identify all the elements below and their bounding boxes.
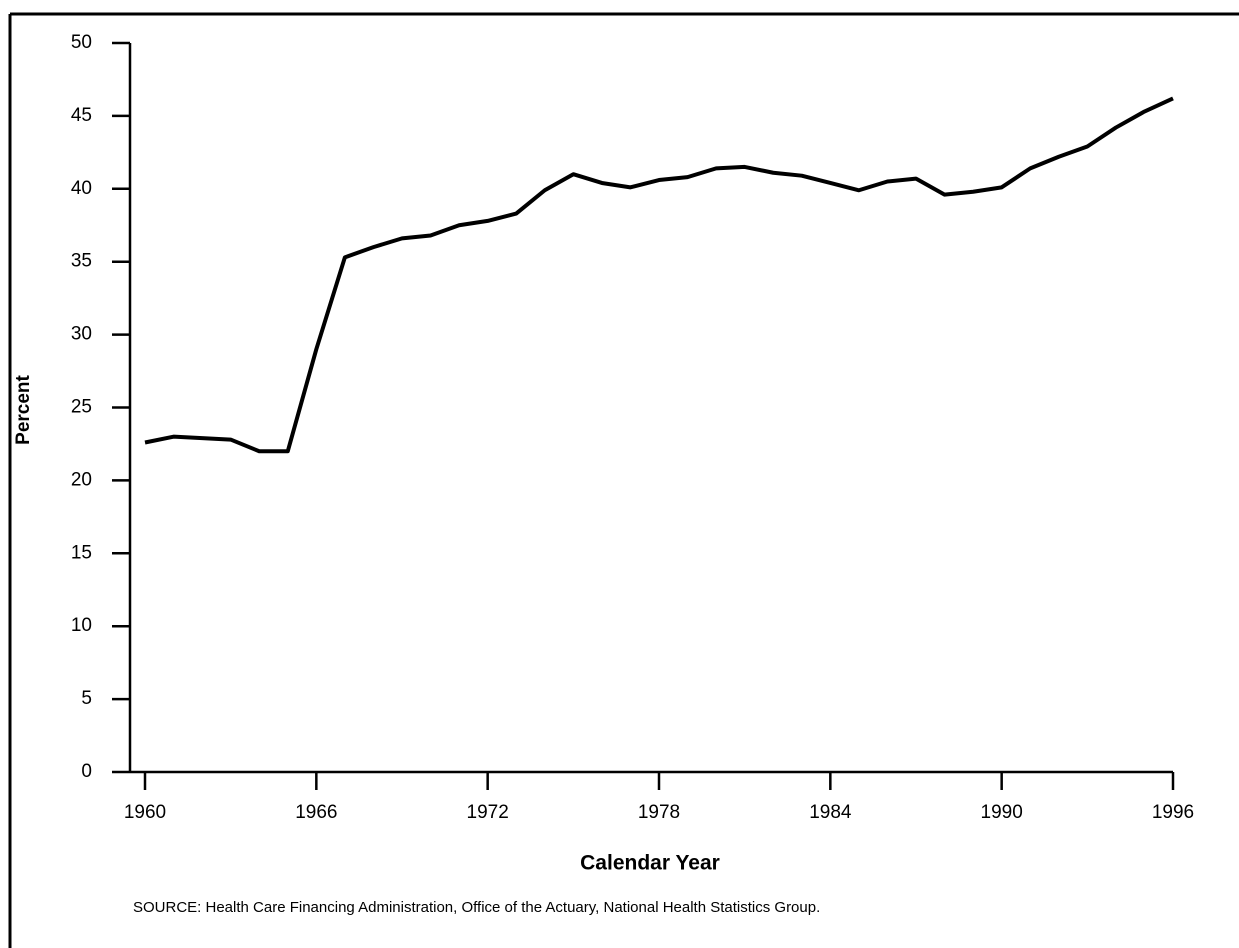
x-tick-label: 1996: [1152, 802, 1194, 823]
y-tick-label: 20: [71, 469, 92, 490]
y-tick-label: 25: [71, 397, 92, 418]
y-tick-label: 10: [71, 615, 92, 636]
y-tick-label: 0: [81, 761, 92, 782]
x-tick-label: 1990: [981, 802, 1023, 823]
y-tick-label: 50: [71, 32, 92, 53]
x-axis-label: Calendar Year: [580, 852, 720, 875]
y-tick-label: 45: [71, 105, 92, 126]
x-tick-label: 1960: [124, 802, 166, 823]
y-axis-label: Percent: [13, 374, 34, 444]
x-tick-label: 1966: [295, 802, 337, 823]
x-tick-label: 1978: [638, 802, 680, 823]
y-tick-label: 30: [71, 324, 92, 345]
y-tick-label: 40: [71, 178, 92, 199]
source-note: SOURCE: Health Care Financing Administra…: [133, 899, 820, 916]
y-tick-label: 35: [71, 251, 92, 272]
y-tick-label: 5: [81, 688, 92, 709]
data-line: [144, 96, 1174, 454]
y-tick-label: 15: [71, 542, 92, 563]
x-tick-label: 1972: [467, 802, 509, 823]
x-tick-label: 1984: [809, 802, 852, 823]
